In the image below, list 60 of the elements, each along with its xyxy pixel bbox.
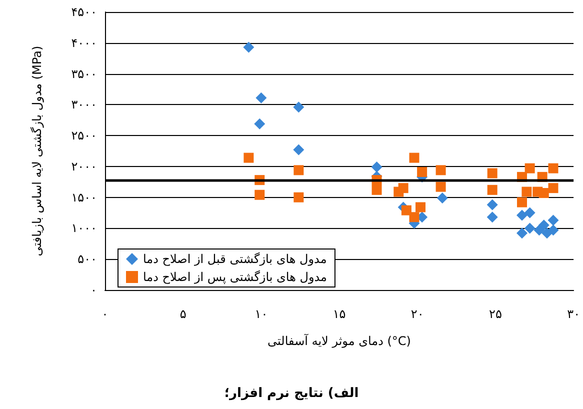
x-tick-label: ۰ [102,307,108,321]
x-tick-label: ۵ [180,307,186,321]
point [542,228,553,239]
y-tick-label: ۰ [90,283,97,297]
point [486,199,498,210]
point [538,220,550,231]
point [294,192,304,202]
point [517,197,528,208]
point [256,92,267,104]
point [524,222,536,234]
x-tick-label: ۳۰ [567,307,580,321]
point [409,212,420,222]
point [436,182,446,192]
legend-label: مدول های بازگشتی قبل از اصلاح دما [143,252,327,266]
point [294,165,304,176]
x-axis-title: دمای موثر لایه آسفالتی (°C) [268,333,411,348]
x-tick-label: ۱۵ [332,307,346,321]
point [293,144,304,156]
x-tick-label: ۲۵ [489,307,502,321]
y-tick-label: ۳۰۰۰ [71,98,97,112]
y-tick-label: ۳۵۰۰ [71,66,97,81]
point [487,168,498,178]
point [371,162,382,173]
point [409,152,420,163]
point [394,186,404,197]
point [436,192,448,204]
y-axis-title: مدول بازگشتی لایه اساس بازیافتی (MPa) [30,46,44,256]
point [486,212,498,223]
point [516,210,528,221]
point [372,184,382,195]
y-tick-label: ۱۵۰۰ [71,190,97,204]
point [524,163,535,174]
point [487,184,498,195]
point [254,190,265,200]
text: الف) نتایج نرم افزار؛ [224,386,359,401]
point [548,183,558,194]
x-tick-label: ۱۰ [254,307,268,321]
y-tick-label: ۴۵۰۰ [71,5,97,19]
point [516,228,528,239]
point [293,102,304,113]
point [243,42,254,53]
point [417,167,428,178]
point [244,152,254,163]
legend-label: مدول های بازگشتی پس از اصلاح دما [143,270,327,284]
point [548,224,559,236]
x-tick-label: ۲۰ [410,307,424,321]
point [548,214,559,226]
point [522,186,532,197]
y-tick-label: ۲۰۰۰ [71,159,97,174]
point [436,165,446,176]
point [538,188,549,198]
point [254,118,266,130]
y-tick-label: ۲۵۰۰ [71,128,97,143]
point [415,202,426,212]
point [401,205,412,216]
point [524,207,536,218]
y-tick-label: ۴۰۰۰ [71,36,97,50]
y-tick-label: ۱۰۰۰ [71,221,97,236]
y-tick-label: ۵۰۰ [78,252,97,266]
point [548,163,558,174]
